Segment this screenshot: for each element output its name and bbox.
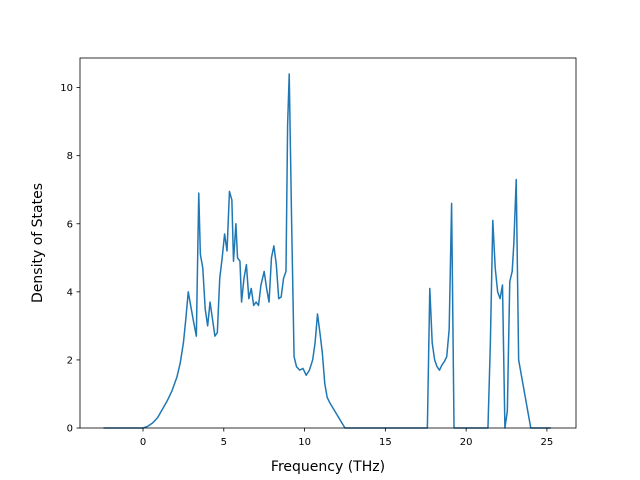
x-axis-label: Frequency (THz) bbox=[271, 459, 385, 475]
x-tick-label: 0 bbox=[140, 437, 146, 448]
y-tick-label: 6 bbox=[67, 219, 73, 230]
x-tick-label: 20 bbox=[460, 437, 473, 448]
x-tick-label: 10 bbox=[298, 437, 311, 448]
y-axis-ticks: 0 2 4 6 8 10 bbox=[60, 83, 80, 435]
x-tick-label: 5 bbox=[221, 437, 227, 448]
x-tick-label: 15 bbox=[379, 437, 392, 448]
axes-frame bbox=[79, 57, 577, 429]
x-axis-ticks: 0 5 10 15 20 25 bbox=[140, 428, 553, 448]
y-tick-label: 4 bbox=[67, 287, 73, 298]
y-tick-label: 10 bbox=[60, 83, 73, 94]
y-tick-label: 8 bbox=[67, 151, 73, 162]
x-tick-label: 25 bbox=[541, 437, 554, 448]
y-axis-label: Density of States bbox=[30, 183, 46, 303]
y-tick-label: 2 bbox=[67, 355, 73, 366]
y-tick-label: 0 bbox=[67, 424, 73, 435]
